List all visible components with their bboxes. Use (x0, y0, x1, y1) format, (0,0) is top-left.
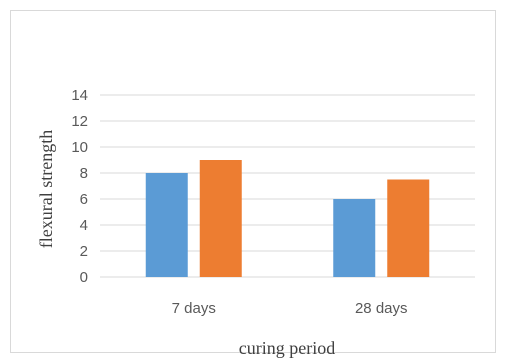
y-tick-label: 14 (71, 87, 88, 104)
y-tick-label: 2 (80, 243, 88, 260)
y-tick-label: 12 (71, 113, 88, 130)
bar-series1-0 (145, 173, 188, 277)
bar-series2-0 (199, 160, 242, 277)
y-tick-label: 0 (80, 269, 88, 286)
y-tick-label: 4 (80, 217, 88, 234)
y-tick-label: 8 (80, 165, 88, 182)
bar-series1-1 (333, 199, 376, 277)
x-axis-title: curing period (239, 338, 335, 358)
y-axis-title: flexural strength (36, 130, 56, 248)
x-tick-labels: 7 days 28 days (172, 300, 408, 317)
x-tick-label: 7 days (172, 300, 216, 317)
bar-series2-1 (387, 179, 430, 277)
y-tick-labels: 0 2 4 6 8 10 12 14 (71, 87, 88, 286)
bars (145, 160, 430, 277)
x-tick-label: 28 days (355, 300, 408, 317)
y-tick-label: 6 (80, 191, 88, 208)
y-tick-label: 10 (71, 139, 88, 156)
